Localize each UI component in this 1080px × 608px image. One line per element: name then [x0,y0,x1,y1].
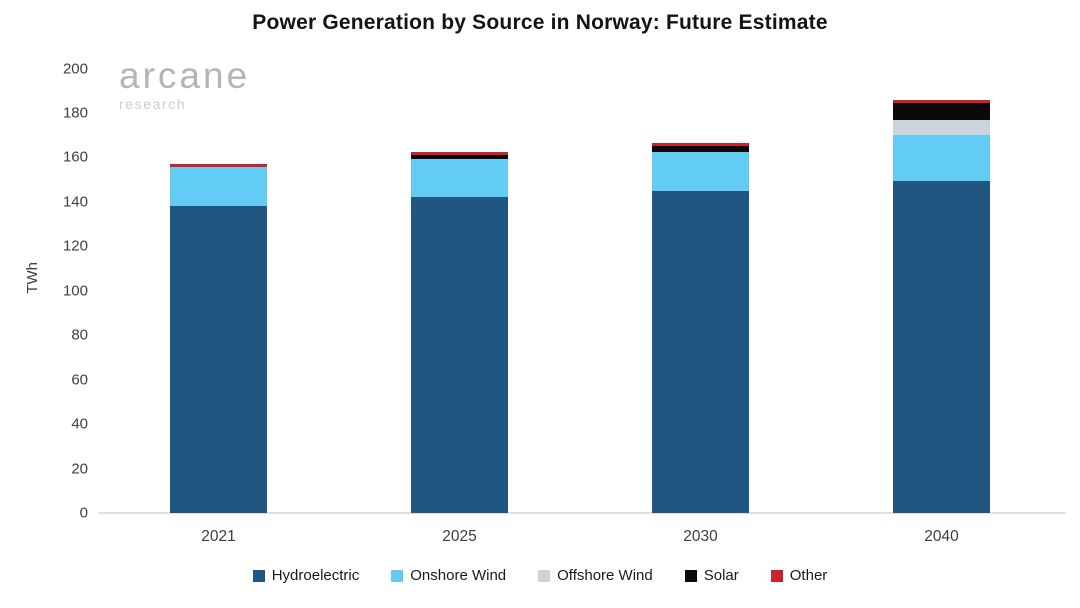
legend-label: Other [789,567,828,584]
legend-item-offshore-wind: Offshore Wind [538,567,653,584]
y-tick-label: 0 [79,504,88,522]
y-tick-label: 40 [71,415,88,433]
legend-swatch-icon [252,569,265,582]
brand-logo: arcane research [119,57,250,111]
legend-label: Onshore Wind [410,567,507,584]
bar-2021 [170,164,267,513]
legend-item-onshore-wind: Onshore Wind [391,567,506,584]
bar-segment-onshore-wind [652,151,749,191]
y-tick-label: 200 [62,60,88,77]
bar-segment-solar [411,155,508,159]
bar-segment-onshore-wind [893,135,990,181]
legend-item-solar: Solar [684,567,739,584]
chart-title: Power Generation by Source in Norway: Fu… [252,11,828,34]
legend-item-hydroelectric: Hydroelectric [252,567,360,584]
x-axis-label: 2025 [442,528,477,545]
y-tick-label: 60 [71,371,88,389]
y-tick-label: 120 [62,237,88,255]
y-tick-label: 80 [71,326,88,344]
legend-item-other: Other [770,567,828,584]
bar-segment-other [652,142,749,147]
legend: Hydroelectric Onshore Wind Offshore Wind So… [0,567,1080,584]
x-axis-label: 2040 [924,528,959,545]
legend-swatch-icon [538,569,551,582]
bar-2040 [893,99,990,513]
bar-segment-solar [652,146,749,152]
bar-segment-hydroelectric [652,190,749,513]
x-axis-label: 2030 [683,528,718,545]
bar-2030 [652,142,749,513]
legend-swatch-icon [770,569,783,582]
legend-label: Offshore Wind [557,567,653,584]
logo-research-text: research [119,96,187,112]
y-tick-label: 180 [62,104,88,122]
bar-segment-onshore-wind [170,167,267,207]
bar-segment-solar [893,103,990,120]
legend-label: Solar [703,567,739,584]
bar-segment-offshore-wind [893,119,990,136]
y-tick-label: 20 [71,460,88,478]
y-tick-label: 100 [62,282,88,300]
legend-swatch-icon [684,569,697,582]
legend-label: Hydroelectric [271,567,360,584]
y-tick-label: 140 [62,193,88,211]
bar-2025 [411,151,508,513]
y-tick-label: 160 [62,148,88,166]
x-axis-label: 2021 [201,528,236,545]
logo-arcane-text: arcane [119,55,251,96]
bar-segment-hydroelectric [893,180,990,513]
bar-segment-hydroelectric [170,206,267,513]
legend-swatch-icon [391,569,404,582]
bar-segment-onshore-wind [411,158,508,198]
bar-segment-other [170,164,267,168]
bar-segment-hydroelectric [411,197,508,513]
bar-segment-other [411,151,508,156]
bar-segment-other [893,99,990,103]
x-axis-line [98,512,1066,514]
